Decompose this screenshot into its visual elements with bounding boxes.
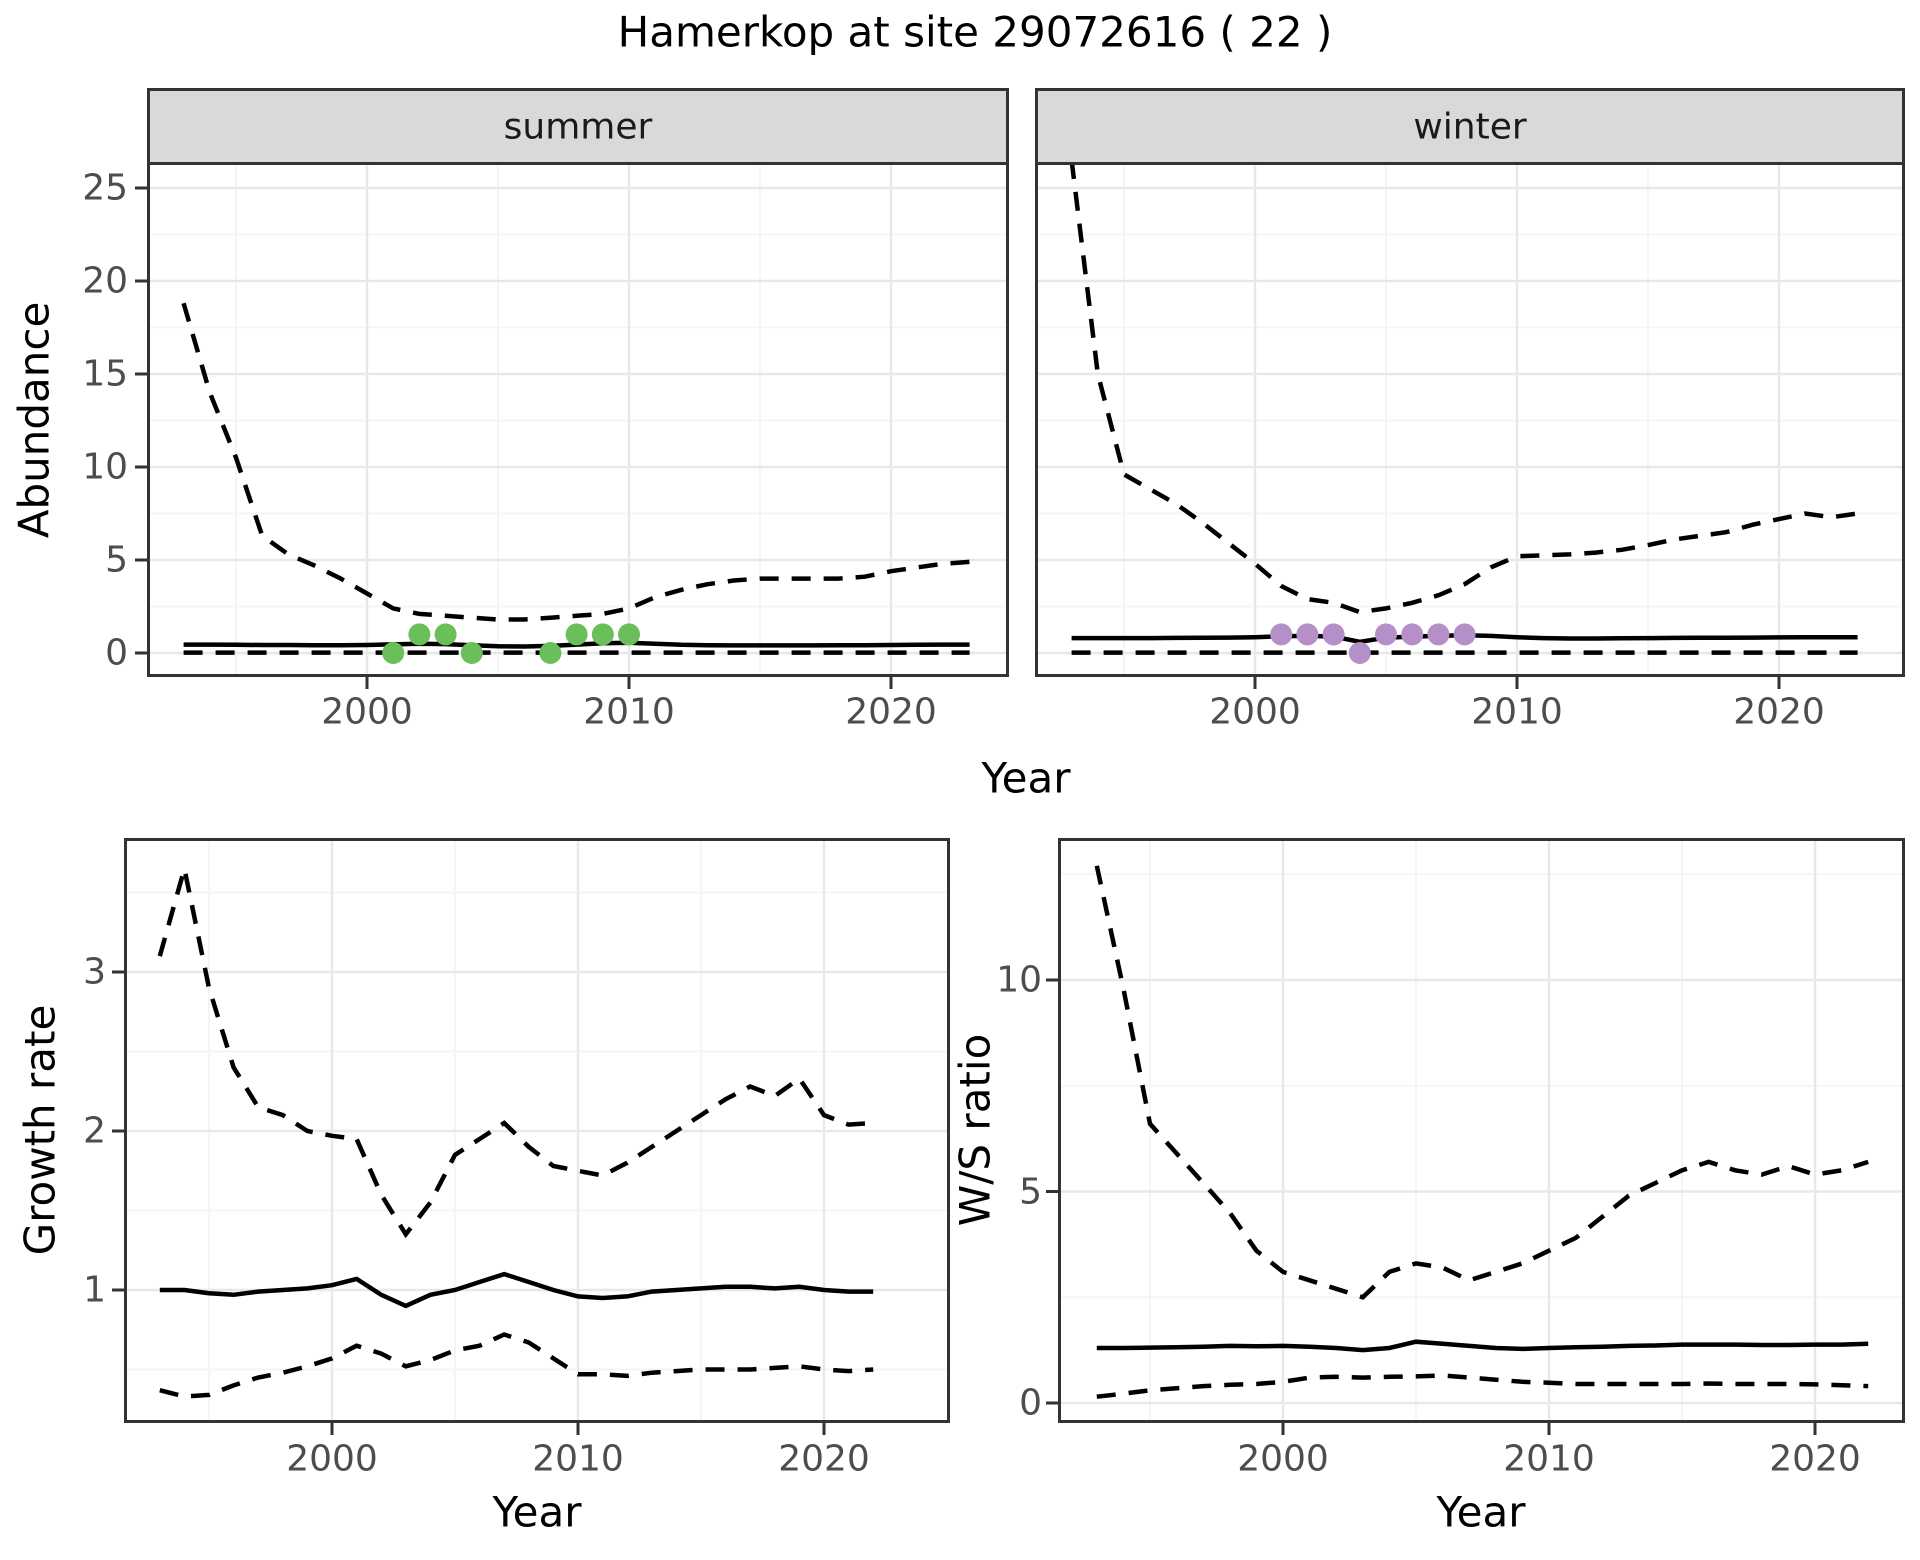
observation-point [1296,623,1319,646]
panel-abundance-summer [147,162,1009,677]
ws-axis-title: W/S ratio [950,1033,1000,1227]
observation-point [591,623,614,646]
observation-point [1453,623,1476,646]
series-line-median [1096,1339,1869,1353]
panel-abundance-winter [1035,162,1905,677]
x-tick-label: 2010 [1503,1438,1595,1480]
panel-group-abundance_winter [1035,162,1905,677]
growth-x-axis-title: Year [492,1487,582,1537]
observation-point [1270,623,1293,646]
y-tick-label: 10 [996,959,1042,1001]
y-tick-label: 2 [83,1110,106,1152]
observation-point [434,623,457,646]
x-tick-label: 2010 [583,691,675,733]
panel-group-abundance_summer [147,162,1009,677]
y-tick-label: 20 [82,260,128,302]
series-line-lower_ci [159,1332,874,1399]
top-x-axis-title: Year [981,753,1071,803]
abundance-axis-title: Abundance [9,301,59,539]
x-tick-label: 2020 [1733,691,1825,733]
observation-point [460,642,483,664]
x-tick-label: 2010 [1471,691,1563,733]
x-tick-label: 2020 [778,1438,870,1480]
y-tick-label: 25 [82,167,128,209]
x-tick-label: 2020 [1769,1438,1861,1480]
observation-point [1322,623,1345,646]
series-line-upper_ci [157,868,874,1239]
facet-label-summer: summer [503,106,653,148]
series-line-upper_ci [1069,162,1858,615]
y-tick-label: 10 [82,446,128,488]
ws-x-axis-title: Year [1436,1487,1526,1537]
observation-point [1401,623,1424,646]
series-line-median [159,1271,874,1309]
y-tick-label: 3 [83,951,106,993]
panel-group-ws_ratio [1058,838,1905,1423]
x-tick-label: 2020 [845,691,937,733]
y-tick-label: 1 [83,1269,106,1311]
x-tick-label: 2000 [286,1438,378,1480]
y-tick-label: 5 [1019,1171,1042,1212]
observation-point [1348,642,1371,664]
observation-point [408,623,431,646]
x-tick-label: 2000 [1209,691,1301,733]
x-tick-label: 2000 [1237,1438,1329,1480]
facet-label-winter: winter [1413,106,1527,148]
observation-point [1427,623,1450,646]
observation-point [382,642,405,664]
panel-group-growth_rate [124,838,950,1423]
panel-growth-rate [124,838,950,1423]
growth-axis-title: Growth rate [15,1004,65,1256]
observation-point [618,623,640,646]
observation-point [565,623,588,646]
observation-point [1375,623,1397,646]
series-line-upper_ci [181,302,970,622]
x-tick-label: 2000 [321,691,413,733]
page-title: Hamerkop at site 29072616 ( 22 ) [617,7,1333,57]
facet-strip-summer [147,88,1009,165]
x-tick-label: 2010 [532,1438,624,1480]
series-line-upper_ci [1094,865,1869,1300]
y-tick-label: 15 [82,353,128,395]
y-tick-label: 0 [1019,1382,1042,1424]
y-tick-label: 0 [105,632,128,674]
y-tick-label: 5 [105,539,128,581]
observation-point [539,642,562,664]
panel-ws-ratio [1058,838,1905,1423]
series-line-lower_ci [1096,1373,1869,1399]
